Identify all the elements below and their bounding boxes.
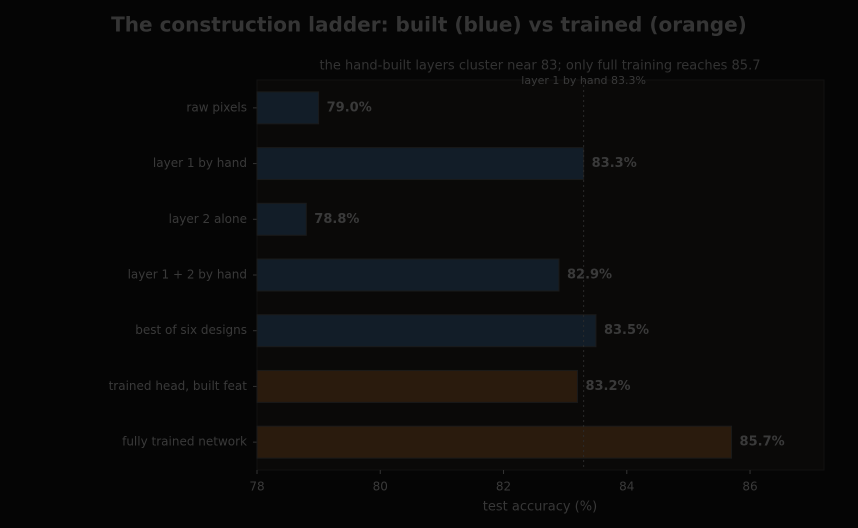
x-tick-label: 78	[249, 480, 264, 494]
y-tick-label: fully trained network	[122, 435, 247, 449]
y-tick-label: layer 1 by hand	[153, 156, 247, 170]
y-tick-label: best of six designs	[135, 323, 247, 337]
y-tick-label: raw pixels	[186, 100, 247, 114]
x-tick-label: 80	[373, 480, 388, 494]
chart-title: The construction ladder: built (blue) vs…	[111, 13, 747, 37]
value-label: 82.9%	[567, 268, 612, 283]
value-label: 78.8%	[314, 212, 359, 227]
bar	[256, 258, 560, 292]
x-axis-label: test accuracy (%)	[483, 500, 597, 515]
bar	[256, 202, 307, 236]
y-tick-label: layer 2 alone	[169, 212, 247, 226]
bar	[256, 314, 597, 348]
bar	[256, 369, 578, 403]
value-label: 79.0%	[327, 100, 372, 115]
value-label: 85.7%	[740, 435, 785, 450]
bar	[256, 91, 320, 125]
y-tick-label: trained head, built feat	[109, 379, 248, 393]
reference-label: layer 1 by hand 83.3%	[521, 74, 646, 87]
value-label: 83.3%	[592, 156, 637, 171]
value-label: 83.2%	[585, 379, 630, 394]
value-label: 83.5%	[604, 323, 649, 338]
x-tick-label: 86	[742, 480, 757, 494]
y-tick-label: layer 1 + 2 by hand	[128, 268, 247, 282]
chart-subtitle: the hand-built layers cluster near 83; o…	[320, 59, 761, 74]
x-tick-label: 84	[619, 480, 634, 494]
bar	[256, 147, 585, 181]
x-tick-label: 82	[496, 480, 511, 494]
bar	[256, 425, 733, 459]
